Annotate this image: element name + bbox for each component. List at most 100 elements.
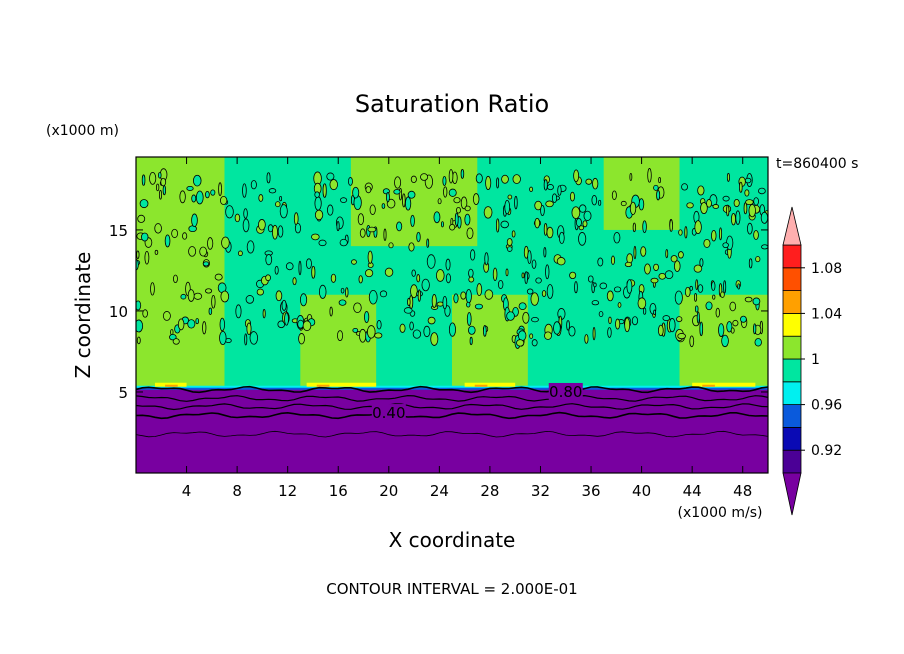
contour-blob (210, 189, 216, 196)
contour-blob (669, 219, 673, 232)
contour-line (136, 411, 768, 420)
contour-blob (218, 182, 222, 197)
contour-blob (705, 301, 713, 311)
contour-blob (244, 333, 248, 346)
contour-blob (541, 290, 547, 298)
contour-blob (460, 168, 465, 179)
contour-blob (445, 258, 451, 271)
contour-blob (207, 237, 214, 250)
contour-blob (653, 309, 657, 316)
contour-blob (711, 281, 716, 291)
contour-label: 0.40 (372, 404, 405, 422)
contour-blob (543, 223, 548, 236)
contour-blob (758, 187, 766, 195)
contour-blob (407, 297, 411, 307)
contour-blob (640, 246, 647, 257)
y-tick-label: 10 (109, 303, 128, 321)
contour-blob (506, 246, 513, 252)
contour-blob (351, 259, 357, 265)
contour-blob (219, 330, 227, 346)
contour-blob (747, 222, 753, 235)
contour-blob (587, 275, 594, 283)
contour-blob (352, 186, 360, 199)
contour-blob (445, 273, 451, 284)
contour-blob (739, 181, 743, 193)
contour-blob (417, 289, 421, 302)
contour-blob (204, 288, 213, 294)
contour-blob (396, 221, 403, 232)
contour-blob (506, 238, 513, 247)
contour-blob (737, 283, 741, 290)
contour-blob (626, 279, 633, 294)
contour-blob (718, 323, 725, 337)
contour-blob (384, 267, 394, 277)
contour-blob (182, 232, 188, 240)
contour-blob (696, 311, 700, 324)
contour-blob (546, 226, 554, 239)
contour-blob (624, 317, 631, 333)
contour-blob (468, 268, 474, 278)
contour-blob (379, 290, 388, 298)
contour-blob (744, 177, 752, 184)
colorbar-under-arrow (782, 472, 802, 516)
x-axis-label: X coordinate (389, 528, 516, 552)
contour-blob (367, 250, 373, 264)
contour-blob (367, 226, 377, 233)
contour-blob (441, 221, 444, 228)
contour-blob (352, 327, 359, 333)
contour-blob (689, 335, 695, 348)
x-tick-label: 36 (581, 482, 600, 500)
contour-blob (569, 191, 575, 202)
contour-line (136, 385, 768, 394)
contour-blob (719, 227, 723, 241)
contour-blob (393, 189, 401, 195)
contour-blob (543, 331, 552, 340)
contour-blob (443, 186, 448, 198)
contour-blob (311, 265, 316, 279)
contour-blob (318, 239, 327, 247)
x-tick-label: 24 (430, 482, 449, 500)
contour-blob (453, 197, 461, 204)
contour-blob (754, 338, 762, 347)
contour-blob (518, 330, 527, 341)
contour-blob (591, 300, 600, 306)
contour-blob (442, 295, 448, 310)
contour-blob (187, 319, 196, 329)
contour-blob (697, 284, 704, 293)
contour-blob (137, 214, 146, 223)
contour-blob (755, 256, 761, 263)
contour-blob (620, 200, 627, 207)
contour-blob (730, 327, 735, 334)
contour-blob (171, 228, 179, 239)
contour-blob (668, 318, 676, 333)
x-axis: 4 8 12 16 20 24 28 32 36 40 44 48 (182, 157, 752, 500)
contour-blob (420, 173, 429, 181)
contour-blob (521, 272, 525, 279)
contour-speckles (136, 168, 768, 349)
contour-blob (338, 299, 347, 306)
contour-blob (543, 179, 548, 191)
contour-blob (202, 261, 210, 267)
contour-blob (340, 287, 345, 294)
contour-blob (279, 204, 288, 219)
contour-blob (262, 308, 266, 319)
contour-blob (558, 231, 565, 244)
x-tick-label: 48 (733, 482, 752, 500)
contour-blob (246, 322, 252, 335)
contour-blob (359, 328, 367, 343)
contour-blob (326, 172, 335, 181)
contour-blob (662, 315, 671, 322)
contour-blob (141, 174, 146, 186)
plot-area (136, 157, 768, 473)
contour-blob (327, 204, 334, 216)
contour-blob (448, 169, 454, 184)
contour-blob (154, 223, 162, 234)
contour-blob (721, 334, 729, 348)
contour-blob (410, 214, 415, 227)
contour-labels: 0.40 0.80 (371, 382, 583, 422)
contour-blob (284, 312, 289, 326)
contour-blob (740, 315, 747, 323)
contour-blob (715, 307, 720, 318)
colorbar-label: 1 (811, 352, 820, 368)
contour-blob (569, 271, 577, 280)
